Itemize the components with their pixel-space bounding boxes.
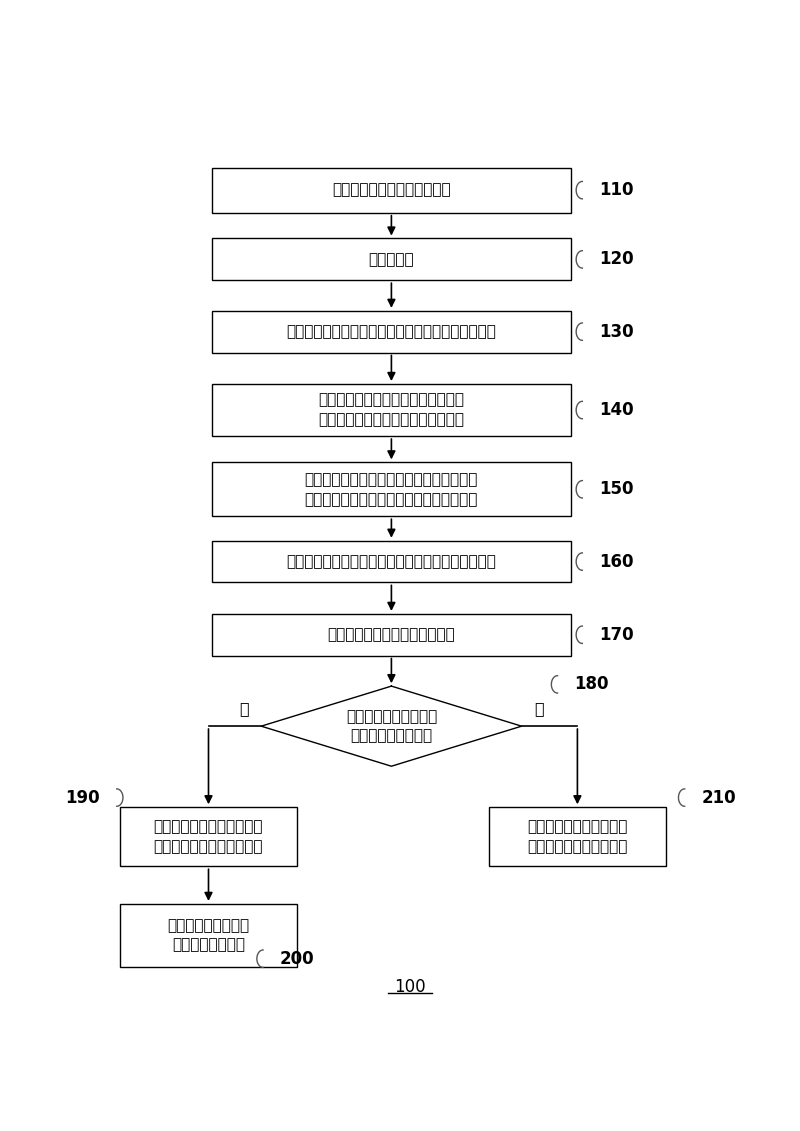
Text: 210: 210 [702, 788, 736, 806]
Text: 100: 100 [394, 978, 426, 996]
Text: 170: 170 [599, 625, 634, 644]
Text: 是: 是 [239, 701, 249, 716]
FancyBboxPatch shape [489, 808, 666, 866]
Polygon shape [262, 687, 522, 766]
Text: 根据触硢边界，计算对应于各字符的一封闭曲线范围: 根据触硢边界，计算对应于各字符的一封闭曲线范围 [286, 554, 496, 569]
FancyBboxPatch shape [211, 383, 571, 437]
FancyBboxPatch shape [211, 463, 571, 516]
Text: 180: 180 [574, 675, 609, 693]
FancyBboxPatch shape [211, 167, 571, 213]
Text: 110: 110 [599, 181, 634, 199]
Text: 根据各字符对应的至少一第一触硢位
置，计算各字符对应的一触硢偏移量: 根据各字符对应的至少一第一触硢位 置，计算各字符对应的一触硢偏移量 [318, 392, 464, 428]
FancyBboxPatch shape [211, 541, 571, 582]
Text: 自触控屏幕接收一第二触硢位置: 自触控屏幕接收一第二触硢位置 [327, 628, 455, 642]
Text: 接收各字符于触控屏幕上对应的至少一第一触硢位置: 接收各字符于触控屏幕上对应的至少一第一触硢位置 [286, 325, 496, 339]
Text: 根据各字符的触硢偏移量以及基准中心点，
计算各字符与其相邻者间的至少一触硢边界: 根据各字符的触硢偏移量以及基准中心点， 计算各字符与其相邻者间的至少一触硢边界 [305, 472, 478, 507]
FancyBboxPatch shape [211, 239, 571, 280]
Text: 否: 否 [534, 701, 544, 716]
FancyBboxPatch shape [211, 614, 571, 656]
Text: 输出所位于的封闭曲
线范围对应的字符: 输出所位于的封闭曲 线范围对应的字符 [167, 917, 250, 952]
Text: 190: 190 [66, 788, 100, 806]
FancyBboxPatch shape [120, 904, 297, 967]
Text: 140: 140 [599, 402, 634, 420]
Text: 于触控屏幕上显示一软件键盘: 于触控屏幕上显示一软件键盘 [332, 182, 450, 198]
FancyBboxPatch shape [211, 311, 571, 353]
Text: 120: 120 [599, 250, 634, 268]
Text: 150: 150 [599, 481, 634, 499]
Text: 200: 200 [280, 950, 314, 968]
Text: 输出其基准中心点与第二
触硢位置距离最近的字符: 输出其基准中心点与第二 触硢位置距离最近的字符 [527, 819, 627, 854]
Text: 130: 130 [599, 322, 634, 340]
Text: 显示各字符: 显示各字符 [369, 252, 414, 267]
Text: 判断第二触硢位置位于各字
符中何者的封闭曲线范围中: 判断第二触硢位置位于各字 符中何者的封闭曲线范围中 [154, 819, 263, 854]
Text: 判断第二触硢位置是否
位于封闭曲线范围中: 判断第二触硢位置是否 位于封闭曲线范围中 [346, 709, 437, 743]
FancyBboxPatch shape [120, 808, 297, 866]
Text: 160: 160 [599, 553, 634, 570]
